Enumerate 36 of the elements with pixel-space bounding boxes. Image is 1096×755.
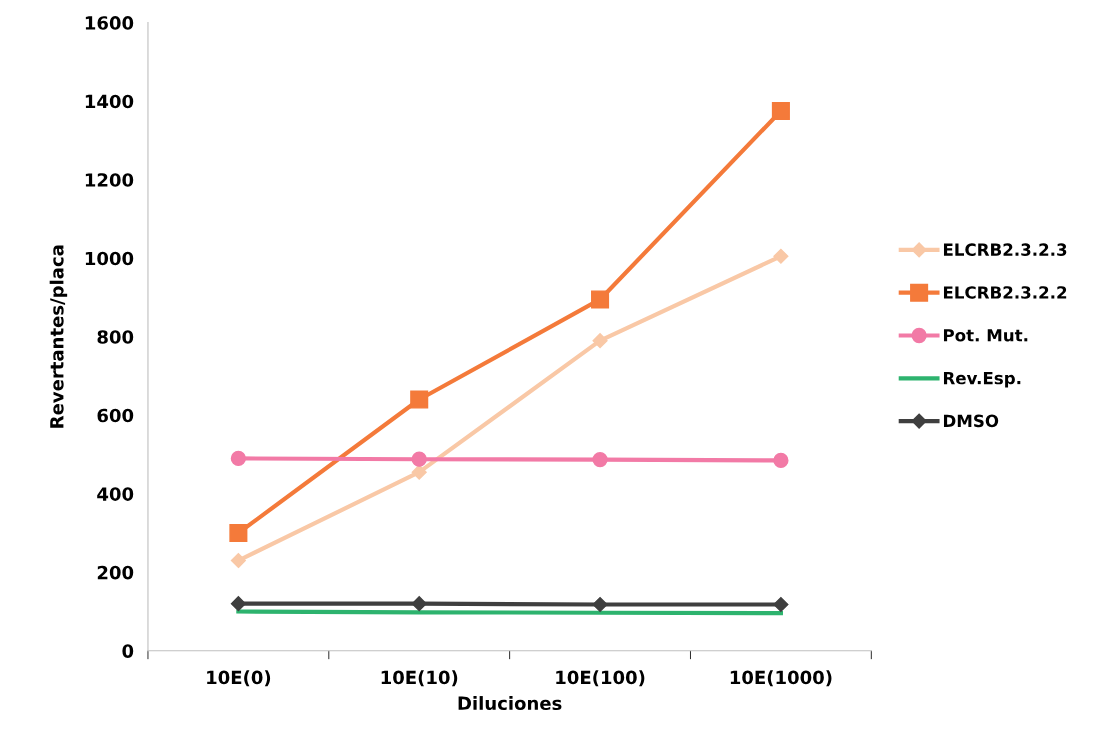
point xyxy=(592,333,608,349)
point xyxy=(411,451,427,467)
point xyxy=(411,464,427,480)
legend-label: Rev.Esp. xyxy=(943,371,1021,388)
point xyxy=(230,552,246,569)
y-axis-title: Revertantes/placa xyxy=(49,245,68,428)
x-axis-title: Diluciones xyxy=(458,696,562,711)
point xyxy=(591,290,610,309)
x-tick-label: 10E(100) xyxy=(556,670,645,687)
x-tick-label: 10E(10) xyxy=(381,670,458,687)
point xyxy=(230,596,246,612)
y-tick-label: 1000 xyxy=(85,251,134,266)
point xyxy=(592,451,608,468)
point xyxy=(773,596,789,613)
point xyxy=(771,101,790,121)
point xyxy=(410,390,429,409)
legend-label: ELCRB2.3.2.2 xyxy=(943,286,1067,299)
point xyxy=(229,524,248,543)
y-tick-label: 200 xyxy=(97,565,134,580)
y-tick-label: 600 xyxy=(97,408,134,423)
legend-label: ELCRB2.3.2.3 xyxy=(943,243,1067,256)
x-tick-label: 10E(0) xyxy=(207,670,271,687)
legend-label: Pot. Mut. xyxy=(943,329,1028,342)
legend-label: DMSO xyxy=(943,414,999,428)
y-tick-label: 400 xyxy=(97,487,134,501)
y-tick-label: 0 xyxy=(122,644,134,658)
y-tick-label: 800 xyxy=(97,330,134,344)
point xyxy=(411,596,427,612)
x-tick-label: 10E(1000) xyxy=(730,670,832,687)
y-tick-label: 1400 xyxy=(85,94,134,109)
y-tick-label: 1600 xyxy=(85,16,134,30)
point xyxy=(230,450,247,467)
point xyxy=(773,248,789,264)
point xyxy=(773,452,789,469)
y-tick-label: 1200 xyxy=(85,173,134,187)
point xyxy=(592,596,608,613)
